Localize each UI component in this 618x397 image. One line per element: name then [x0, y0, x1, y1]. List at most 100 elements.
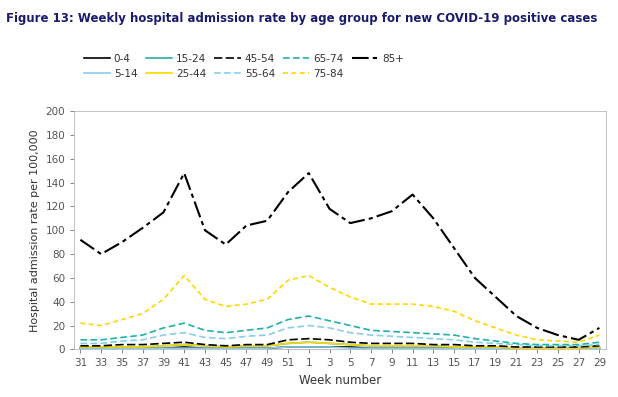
- 5-14: [451, 346, 458, 351]
- 85+: [180, 171, 188, 175]
- 25-44: [451, 345, 458, 349]
- 85+: [77, 237, 84, 242]
- 15-24: [575, 346, 582, 351]
- 0-4: [492, 346, 499, 351]
- 15-24: [471, 345, 478, 349]
- 85+: [430, 216, 437, 221]
- 25-44: [409, 343, 417, 348]
- 75-84: [347, 295, 354, 299]
- 55-64: [471, 340, 478, 345]
- 25-44: [118, 345, 125, 349]
- 55-64: [243, 334, 250, 339]
- 0-4: [263, 346, 271, 351]
- 65-74: [388, 329, 396, 334]
- 25-44: [159, 343, 167, 348]
- 45-54: [159, 341, 167, 346]
- 85+: [222, 242, 229, 247]
- 75-84: [159, 297, 167, 302]
- 65-74: [492, 339, 499, 343]
- 25-44: [596, 345, 603, 349]
- 25-44: [388, 343, 396, 348]
- 55-64: [451, 337, 458, 342]
- 25-44: [263, 343, 271, 348]
- 25-44: [492, 345, 499, 349]
- 65-74: [201, 328, 209, 333]
- 15-24: [367, 343, 375, 348]
- 5-14: [492, 346, 499, 351]
- 55-64: [263, 333, 271, 337]
- 85+: [201, 228, 209, 233]
- 45-54: [284, 337, 292, 342]
- 65-74: [222, 330, 229, 335]
- 45-54: [305, 336, 313, 341]
- 5-14: [554, 346, 562, 351]
- 55-64: [180, 330, 188, 335]
- 25-44: [554, 346, 562, 351]
- 85+: [347, 221, 354, 225]
- 25-44: [201, 343, 209, 348]
- Line: 0-4: 0-4: [80, 347, 599, 348]
- Line: 25-44: 25-44: [80, 342, 599, 348]
- 55-64: [367, 333, 375, 337]
- 5-14: [98, 346, 105, 351]
- 5-14: [596, 346, 603, 351]
- 0-4: [243, 346, 250, 351]
- 15-24: [77, 345, 84, 349]
- 15-24: [347, 342, 354, 347]
- 85+: [388, 209, 396, 214]
- 75-84: [533, 337, 541, 342]
- 0-4: [284, 345, 292, 349]
- 45-54: [367, 341, 375, 346]
- 65-74: [575, 342, 582, 347]
- 75-84: [471, 318, 478, 323]
- 15-24: [263, 343, 271, 348]
- 25-44: [347, 342, 354, 347]
- 0-4: [513, 346, 520, 351]
- 5-14: [201, 346, 209, 351]
- 15-24: [492, 345, 499, 349]
- 75-84: [367, 302, 375, 306]
- 75-84: [513, 333, 520, 337]
- 5-14: [180, 346, 188, 351]
- 75-84: [430, 304, 437, 309]
- 15-24: [513, 346, 520, 351]
- 0-4: [430, 346, 437, 351]
- 65-74: [77, 337, 84, 342]
- 0-4: [326, 345, 333, 349]
- 75-84: [139, 311, 146, 316]
- 75-84: [409, 302, 417, 306]
- 5-14: [388, 346, 396, 351]
- 45-54: [98, 343, 105, 348]
- 45-54: [471, 343, 478, 348]
- 65-74: [180, 321, 188, 326]
- 55-64: [305, 323, 313, 328]
- 25-44: [367, 343, 375, 348]
- 75-84: [98, 323, 105, 328]
- 65-74: [159, 326, 167, 330]
- 5-14: [513, 346, 520, 351]
- 15-24: [201, 343, 209, 348]
- 15-24: [159, 343, 167, 348]
- 15-24: [430, 343, 437, 348]
- 45-54: [554, 345, 562, 349]
- 75-84: [305, 273, 313, 278]
- 5-14: [243, 346, 250, 351]
- 55-64: [513, 342, 520, 347]
- 25-44: [180, 342, 188, 347]
- 55-64: [492, 341, 499, 346]
- 55-64: [201, 335, 209, 340]
- 65-74: [118, 335, 125, 340]
- 0-4: [409, 346, 417, 351]
- 45-54: [430, 342, 437, 347]
- 55-64: [77, 341, 84, 346]
- 55-64: [98, 341, 105, 346]
- 75-84: [77, 321, 84, 326]
- 25-44: [284, 341, 292, 346]
- Line: 5-14: 5-14: [80, 347, 599, 348]
- 75-84: [284, 278, 292, 283]
- 25-44: [222, 345, 229, 349]
- 25-44: [326, 341, 333, 346]
- 75-84: [596, 333, 603, 337]
- 65-74: [263, 326, 271, 330]
- 5-14: [118, 346, 125, 351]
